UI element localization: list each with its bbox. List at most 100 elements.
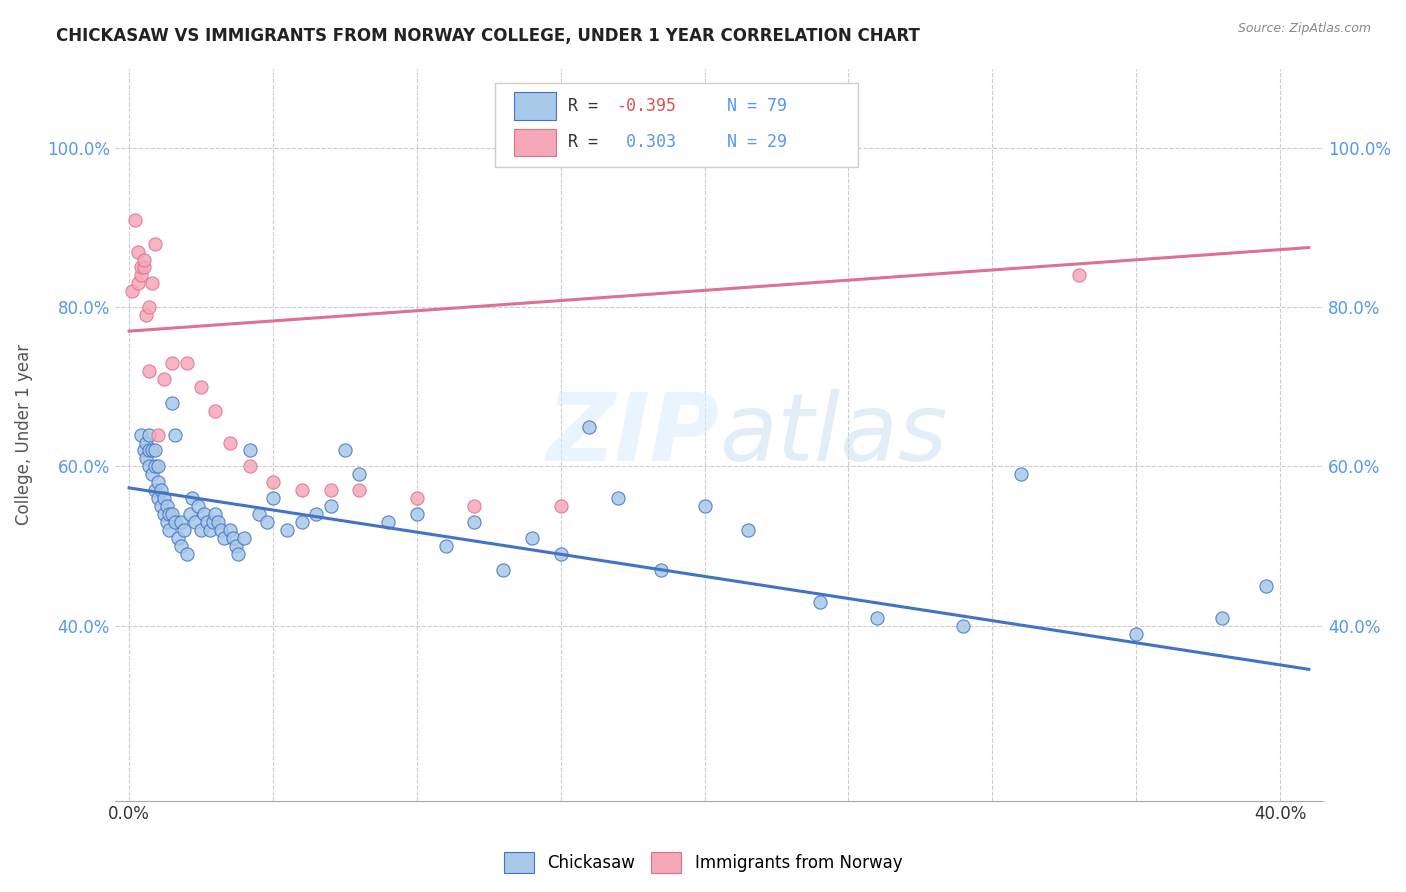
Text: N = 79: N = 79 xyxy=(707,97,787,115)
Point xyxy=(149,483,172,498)
Point xyxy=(146,427,169,442)
Text: R =: R = xyxy=(568,134,607,152)
Point xyxy=(578,419,600,434)
Point xyxy=(195,515,218,529)
Point xyxy=(319,483,342,498)
Point xyxy=(162,507,184,521)
Point xyxy=(866,610,889,624)
Point xyxy=(176,356,198,370)
Text: Source: ZipAtlas.com: Source: ZipAtlas.com xyxy=(1237,22,1371,36)
Point xyxy=(146,459,169,474)
Point xyxy=(434,539,457,553)
Point xyxy=(135,435,157,450)
Point xyxy=(132,260,155,275)
Point xyxy=(247,507,270,521)
Text: -0.395: -0.395 xyxy=(616,97,676,115)
Point xyxy=(377,515,399,529)
Point xyxy=(520,531,543,545)
Point xyxy=(143,236,166,251)
Point xyxy=(146,491,169,506)
Point xyxy=(262,491,284,506)
Point xyxy=(121,285,143,299)
Point xyxy=(124,212,146,227)
Point xyxy=(233,531,256,545)
Point xyxy=(157,523,180,537)
Text: 0.303: 0.303 xyxy=(616,134,676,152)
Point xyxy=(193,507,215,521)
Point xyxy=(204,507,226,521)
Point xyxy=(607,491,630,506)
Point xyxy=(1254,579,1277,593)
Point xyxy=(201,515,224,529)
Point xyxy=(228,547,250,561)
Point xyxy=(218,523,240,537)
Point xyxy=(141,443,163,458)
Point xyxy=(138,443,160,458)
Point xyxy=(550,547,572,561)
Point xyxy=(127,244,149,259)
Point xyxy=(291,515,314,529)
Point xyxy=(181,491,204,506)
Point xyxy=(129,268,152,283)
Point xyxy=(173,523,195,537)
Point xyxy=(239,443,262,458)
Point xyxy=(212,531,235,545)
Point xyxy=(132,252,155,267)
Point xyxy=(276,523,298,537)
Point xyxy=(349,467,371,482)
Point xyxy=(155,515,177,529)
FancyBboxPatch shape xyxy=(495,83,858,168)
Point xyxy=(305,507,328,521)
Point xyxy=(138,300,160,314)
Point xyxy=(152,507,174,521)
Point xyxy=(198,523,221,537)
Point xyxy=(152,491,174,506)
Point xyxy=(143,483,166,498)
Point xyxy=(550,499,572,513)
Point xyxy=(138,364,160,378)
Point xyxy=(1211,610,1233,624)
Point xyxy=(157,507,180,521)
Point xyxy=(650,563,672,577)
Point xyxy=(135,308,157,322)
Point xyxy=(152,372,174,386)
Text: CHICKASAW VS IMMIGRANTS FROM NORWAY COLLEGE, UNDER 1 YEAR CORRELATION CHART: CHICKASAW VS IMMIGRANTS FROM NORWAY COLL… xyxy=(56,27,920,45)
Point xyxy=(176,547,198,561)
Point xyxy=(952,618,974,632)
Point xyxy=(138,427,160,442)
Point xyxy=(132,443,155,458)
Point xyxy=(129,260,152,275)
Point xyxy=(463,499,485,513)
Point xyxy=(405,491,427,506)
Text: N = 29: N = 29 xyxy=(707,134,787,152)
Text: atlas: atlas xyxy=(718,389,948,480)
Point xyxy=(319,499,342,513)
Point xyxy=(349,483,371,498)
Point xyxy=(138,459,160,474)
Point xyxy=(184,515,207,529)
Point xyxy=(165,427,187,442)
Point xyxy=(141,467,163,482)
Point xyxy=(165,515,187,529)
Point xyxy=(737,523,759,537)
Point xyxy=(218,435,240,450)
Point xyxy=(146,475,169,490)
Point xyxy=(1067,268,1090,283)
Point xyxy=(225,539,247,553)
Point xyxy=(256,515,278,529)
Point xyxy=(808,595,831,609)
Point xyxy=(170,515,193,529)
Point xyxy=(170,539,193,553)
Point xyxy=(209,523,232,537)
Point xyxy=(141,277,163,291)
Point xyxy=(693,499,716,513)
Point xyxy=(291,483,314,498)
Point xyxy=(207,515,229,529)
Point xyxy=(222,531,245,545)
Point xyxy=(127,277,149,291)
FancyBboxPatch shape xyxy=(513,92,555,120)
Y-axis label: College, Under 1 year: College, Under 1 year xyxy=(15,344,32,525)
Point xyxy=(167,531,190,545)
Point xyxy=(135,451,157,466)
Text: R =: R = xyxy=(568,97,607,115)
